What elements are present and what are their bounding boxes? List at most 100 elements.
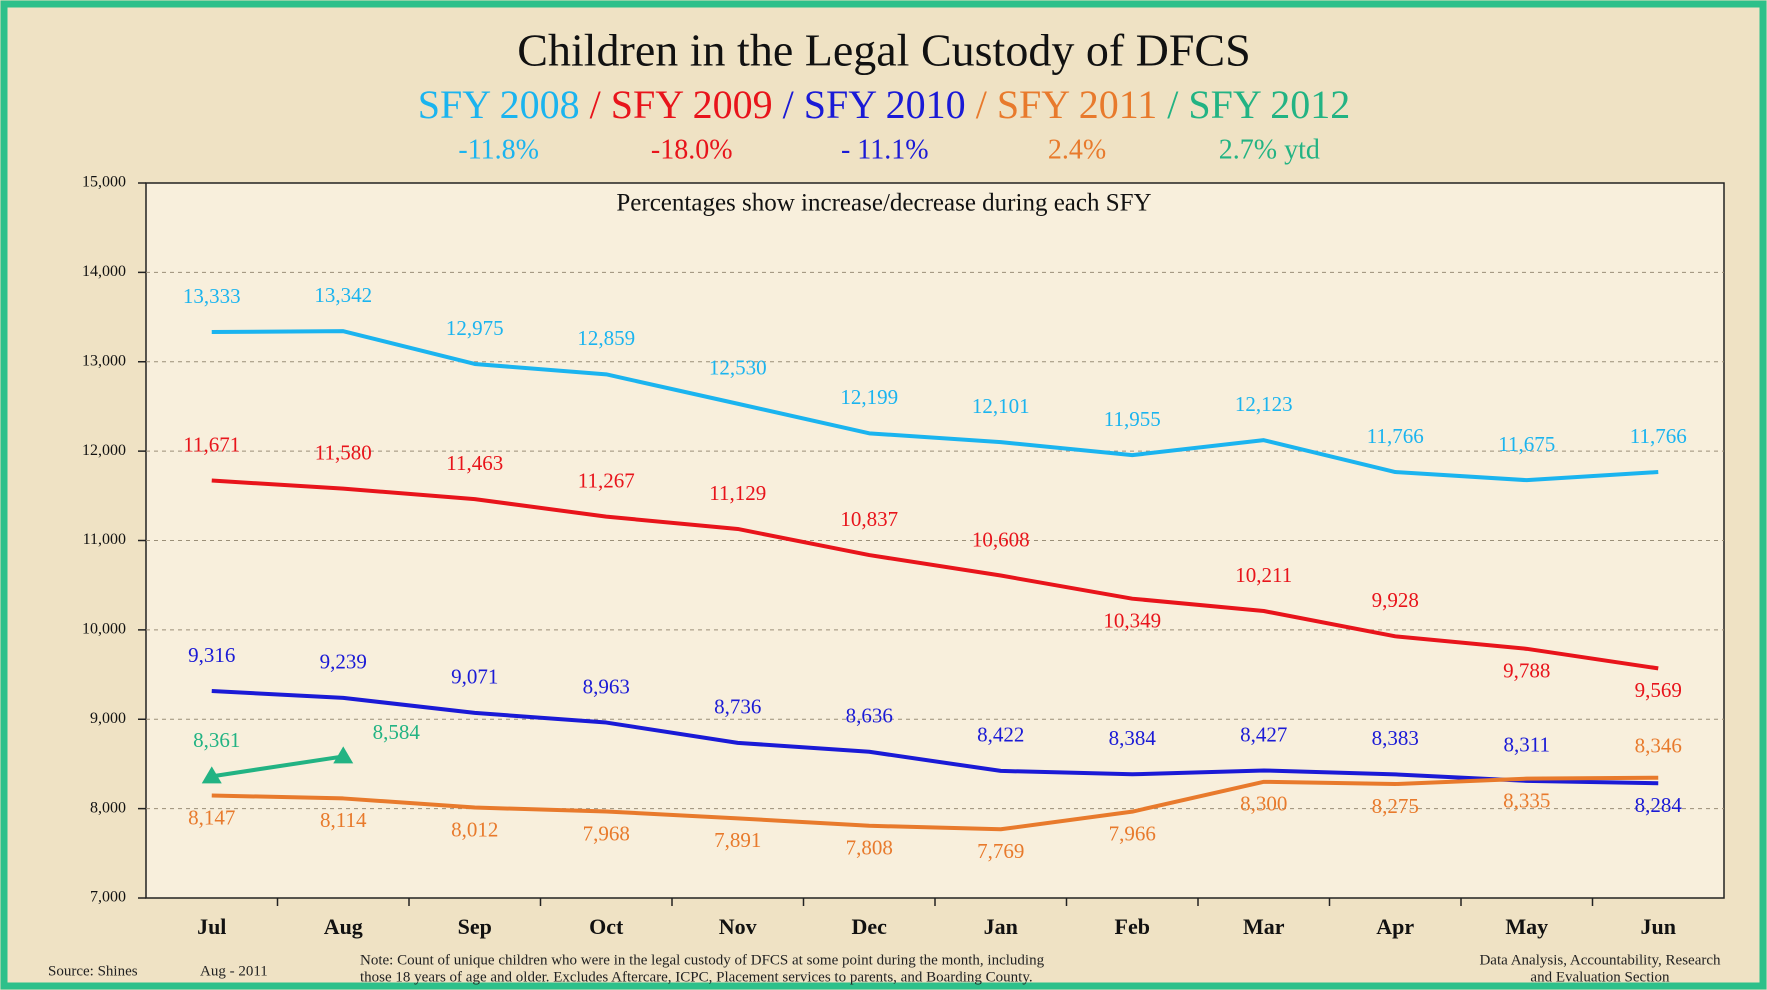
data-label: 11,267 (578, 468, 635, 492)
data-label: 7,769 (977, 839, 1024, 863)
data-label: 12,859 (577, 326, 635, 350)
data-label: 8,384 (1109, 726, 1157, 750)
x-tick-label: Nov (719, 914, 757, 939)
data-label: 13,342 (314, 283, 372, 307)
legend-entry: SFY 2010 (804, 82, 966, 127)
y-tick-label: 13,000 (82, 352, 126, 369)
x-tick-label: Mar (1243, 914, 1285, 939)
x-tick-label: Apr (1376, 914, 1414, 939)
legend-entry: SFY 2008 (418, 82, 580, 127)
legend: SFY 2008 / SFY 2009 / SFY 2010 / SFY 201… (418, 82, 1351, 127)
data-label: 9,071 (451, 665, 498, 689)
data-label: 8,361 (193, 728, 240, 752)
legend-separator: / (976, 82, 988, 127)
series-line (211, 329, 1659, 483)
series-change: 2.4% (1048, 134, 1106, 165)
data-label: 8,147 (188, 805, 235, 829)
legend-separator: / (1167, 82, 1179, 127)
data-label: 10,608 (972, 527, 1030, 551)
note-line: Note: Count of unique children who were … (360, 952, 1045, 968)
chart-title: Children in the Legal Custody of DFCS (517, 25, 1250, 76)
series-line (211, 775, 1659, 832)
x-tick-label: Jun (1641, 914, 1676, 939)
x-tick-label: Feb (1115, 914, 1150, 939)
data-label: 8,383 (1372, 726, 1419, 750)
annotation: Percentages show increase/decrease durin… (616, 190, 1151, 217)
data-label: 11,463 (446, 451, 503, 475)
source: Source: Shines (48, 963, 138, 979)
data-label: 9,316 (188, 643, 235, 667)
series-line (211, 754, 344, 779)
data-label: 8,427 (1240, 722, 1287, 746)
series-change: 2.7% ytd (1219, 134, 1320, 165)
data-label: 9,788 (1503, 659, 1550, 683)
data-label: 10,211 (1235, 563, 1292, 587)
credit-line: Data Analysis, Accountability, Research (1479, 952, 1721, 968)
data-label: 8,114 (320, 808, 367, 832)
data-label: 12,101 (972, 394, 1030, 418)
data-label: 8,636 (846, 704, 893, 728)
data-label: 7,808 (846, 836, 893, 860)
data-label: 11,766 (1630, 424, 1687, 448)
data-label: 11,580 (315, 440, 372, 464)
data-label: 8,422 (977, 723, 1024, 747)
x-tick-label: Oct (589, 914, 624, 939)
data-label: 11,675 (1498, 432, 1555, 456)
legend-separator: / (783, 82, 795, 127)
x-tick-label: Jul (197, 914, 226, 939)
data-label: 12,199 (840, 385, 898, 409)
data-label: 8,311 (1504, 733, 1550, 757)
data-label: 11,766 (1367, 424, 1424, 448)
y-tick-label: 11,000 (83, 531, 126, 548)
data-label: 7,968 (583, 821, 630, 845)
data-label: 10,837 (840, 507, 898, 531)
data-label: 10,349 (1103, 608, 1161, 632)
y-tick-label: 15,000 (82, 174, 126, 191)
y-tick-label: 12,000 (82, 442, 126, 459)
data-label: 8,335 (1503, 788, 1550, 812)
data-label: 11,129 (709, 481, 766, 505)
plot-area (145, 182, 1725, 899)
x-tick-label: Aug (324, 914, 363, 939)
legend-entry: SFY 2011 (997, 82, 1157, 127)
credit-line: and Evaluation Section (1530, 969, 1670, 985)
series-change: -18.0% (651, 134, 733, 165)
data-label: 9,239 (320, 650, 367, 674)
series-change: - 11.1% (841, 134, 929, 165)
x-tick-label: May (1505, 914, 1548, 939)
x-tick-label: Sep (458, 914, 492, 939)
legend-entry: SFY 2012 (1188, 82, 1350, 127)
data-label: 12,123 (1235, 392, 1293, 416)
data-label: 11,671 (183, 432, 240, 456)
data-label: 7,966 (1109, 821, 1156, 845)
data-label: 12,975 (446, 316, 504, 340)
data-label: 12,530 (709, 356, 767, 380)
y-tick-label: 9,000 (90, 710, 126, 727)
data-label: 9,928 (1372, 588, 1419, 612)
data-label: 8,275 (1372, 794, 1419, 818)
data-label: 8,284 (1635, 793, 1683, 817)
y-tick-label: 10,000 (82, 621, 126, 638)
data-label: 7,891 (714, 828, 761, 852)
data-label: 13,333 (183, 284, 241, 308)
series-change: -11.8% (458, 134, 539, 165)
series-line (211, 478, 1659, 671)
date: Aug - 2011 (200, 963, 268, 979)
y-tick-label: 8,000 (90, 799, 126, 816)
x-tick-label: Dec (852, 914, 888, 939)
marker (333, 746, 354, 764)
data-label: 8,346 (1635, 734, 1682, 758)
legend-separator: / (590, 82, 602, 127)
data-label: 8,300 (1240, 792, 1287, 816)
note-line: those 18 years of age and older. Exclude… (360, 969, 1033, 985)
legend-entry: SFY 2009 (611, 82, 773, 127)
data-label: 8,584 (373, 720, 421, 744)
series-line (211, 689, 1659, 786)
data-label: 8,736 (714, 695, 761, 719)
x-tick-label: Jan (984, 914, 1018, 939)
marker (201, 766, 222, 784)
y-tick-label: 14,000 (82, 263, 126, 280)
data-label: 9,569 (1635, 678, 1682, 702)
data-label: 11,955 (1104, 407, 1161, 431)
